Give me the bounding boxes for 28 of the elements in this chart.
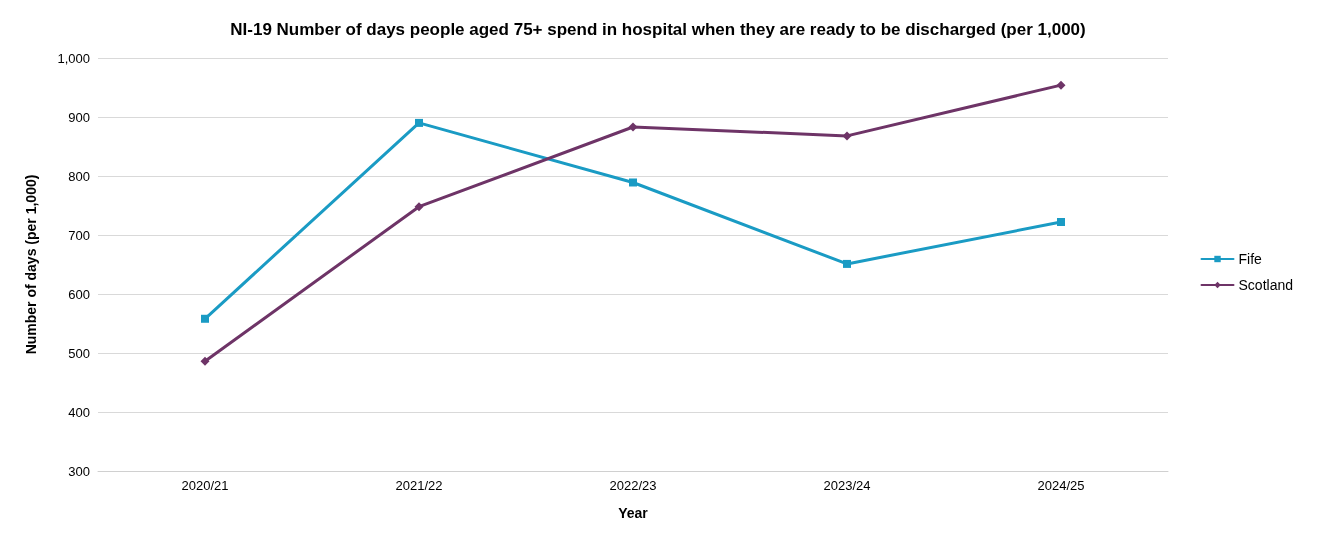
legend-label: Scotland: [1238, 277, 1293, 293]
y-tick-label: 500: [68, 345, 90, 361]
y-tick-label: 300: [68, 463, 90, 479]
point: [843, 259, 851, 268]
point: [1056, 80, 1066, 90]
x-tick-label: 2023/24: [823, 478, 871, 493]
y-tick-label: 800: [68, 168, 90, 184]
x-tick-label: 2024/25: [1037, 478, 1085, 493]
point: [842, 131, 852, 141]
y-tick-label: 400: [68, 404, 90, 420]
y-axis-title: Number of days (per 1,000): [23, 174, 39, 355]
point: [415, 118, 423, 127]
point: [1057, 218, 1065, 227]
x-tick-label: 2021/22: [395, 478, 443, 493]
x-axis-title: Year: [618, 505, 649, 521]
point: [414, 202, 424, 212]
x-tick-label: 2022/23: [609, 478, 657, 493]
y-tick-label: 600: [68, 286, 90, 302]
y-tick-label: 1,000: [57, 50, 90, 66]
point: [628, 122, 638, 132]
x-tick-label: 2020/21: [181, 478, 229, 493]
point: [200, 356, 210, 366]
y-tick-label: 700: [68, 227, 90, 243]
point: [201, 314, 209, 323]
chart-title: NI-19 Number of days people aged 75+ spend in hospital when they are ready to be discharged (per 1,000): [230, 20, 1086, 39]
point: [629, 178, 637, 187]
y-tick-label: 900: [68, 109, 90, 125]
legend-label: Fife: [1238, 251, 1263, 267]
